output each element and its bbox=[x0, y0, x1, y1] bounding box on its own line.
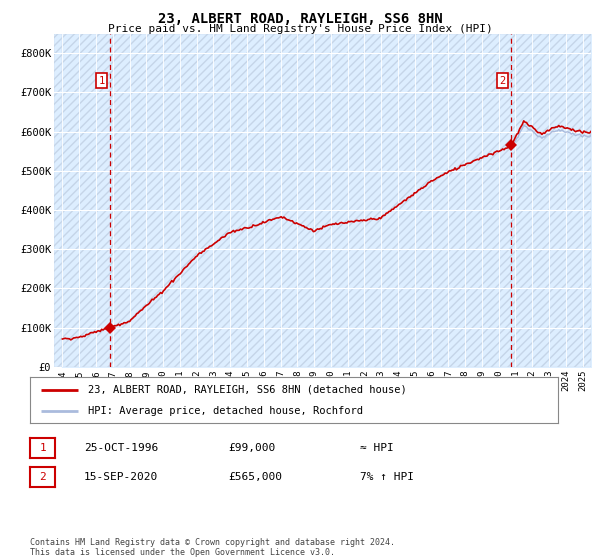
Text: ≈ HPI: ≈ HPI bbox=[360, 443, 394, 453]
Text: 23, ALBERT ROAD, RAYLEIGH, SS6 8HN (detached house): 23, ALBERT ROAD, RAYLEIGH, SS6 8HN (deta… bbox=[88, 385, 407, 395]
Text: 2: 2 bbox=[39, 472, 46, 482]
Text: 23, ALBERT ROAD, RAYLEIGH, SS6 8HN: 23, ALBERT ROAD, RAYLEIGH, SS6 8HN bbox=[158, 12, 442, 26]
Text: HPI: Average price, detached house, Rochford: HPI: Average price, detached house, Roch… bbox=[88, 407, 363, 416]
Text: 15-SEP-2020: 15-SEP-2020 bbox=[84, 472, 158, 482]
Text: £565,000: £565,000 bbox=[228, 472, 282, 482]
Text: 2: 2 bbox=[499, 76, 506, 86]
Text: 25-OCT-1996: 25-OCT-1996 bbox=[84, 443, 158, 453]
Text: Price paid vs. HM Land Registry's House Price Index (HPI): Price paid vs. HM Land Registry's House … bbox=[107, 24, 493, 34]
Text: Contains HM Land Registry data © Crown copyright and database right 2024.
This d: Contains HM Land Registry data © Crown c… bbox=[30, 538, 395, 557]
Text: 7% ↑ HPI: 7% ↑ HPI bbox=[360, 472, 414, 482]
Text: 1: 1 bbox=[98, 76, 104, 86]
Text: £99,000: £99,000 bbox=[228, 443, 275, 453]
Text: 1: 1 bbox=[39, 443, 46, 453]
